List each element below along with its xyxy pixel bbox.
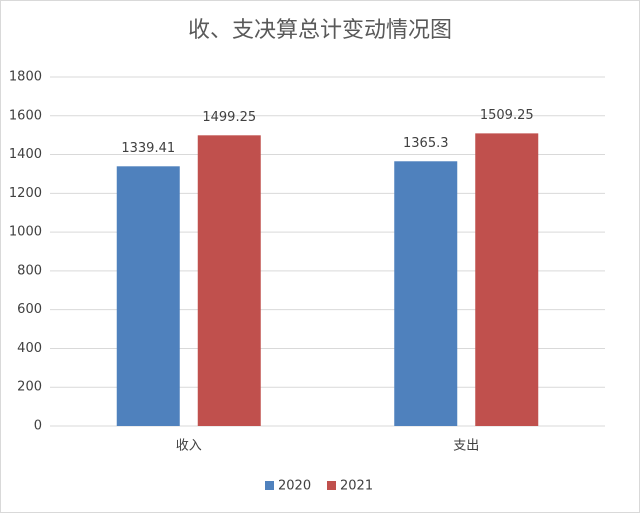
y-tick-label: 400 (17, 341, 42, 356)
x-tick-label: 收入 (176, 439, 202, 454)
data-label: 1499.25 (202, 110, 256, 125)
data-label: 1339.41 (121, 141, 175, 156)
y-tick-label: 1800 (9, 70, 42, 85)
bar (394, 161, 458, 426)
y-tick-label: 1600 (9, 108, 42, 123)
data-label: 1365.3 (403, 136, 449, 151)
bar (475, 133, 539, 426)
y-tick-label: 0 (34, 419, 42, 434)
y-tick-label: 600 (17, 302, 42, 317)
y-tick-label: 1400 (9, 147, 42, 162)
y-tick-label: 800 (17, 263, 42, 278)
data-label: 1509.25 (480, 108, 534, 123)
y-tick-label: 1200 (9, 186, 42, 201)
legend-label: 2021 (340, 479, 373, 494)
chart-title: 收、支决算总计变动情况图 (188, 18, 452, 43)
legend-swatch (265, 481, 274, 490)
legend-swatch (327, 481, 336, 490)
x-tick-label: 支出 (453, 439, 479, 454)
legend-label: 2020 (278, 479, 311, 494)
y-tick-label: 200 (17, 380, 42, 395)
bar (116, 166, 180, 426)
bar (197, 135, 261, 427)
y-tick-label: 1000 (9, 225, 42, 240)
